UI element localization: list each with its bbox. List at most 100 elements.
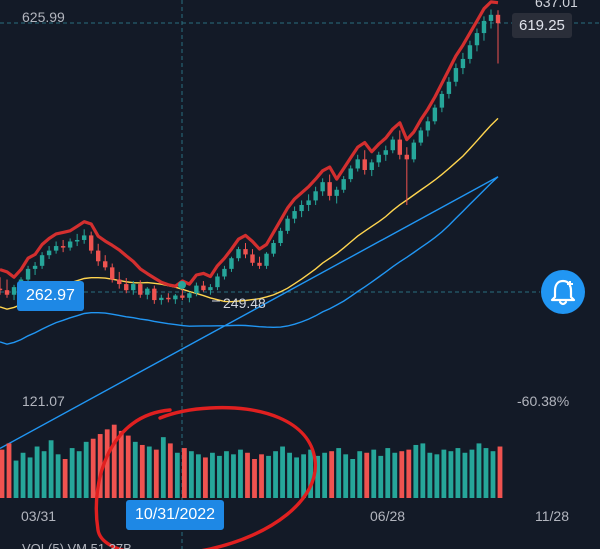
candle-body: [124, 284, 129, 291]
volume-bar: [371, 449, 377, 498]
volume-bar: [294, 457, 299, 498]
candle-body: [439, 93, 445, 108]
candle-body: [460, 58, 466, 69]
volume-bar: [420, 443, 426, 498]
candle-body: [467, 45, 473, 59]
volume-bar: [48, 440, 54, 498]
last-price-badge: 619.25: [512, 13, 572, 38]
volume-bar: [406, 449, 412, 498]
volume-bar: [413, 444, 419, 498]
candle-body: [243, 249, 248, 255]
volume-bar: [188, 451, 194, 498]
volume-bar: [385, 448, 391, 498]
candle-body: [250, 254, 255, 263]
volume-bar: [315, 455, 321, 498]
candle-body: [446, 81, 452, 94]
candle-body: [432, 107, 438, 122]
volume-bar: [441, 449, 447, 498]
candle-body: [39, 255, 45, 266]
candle-body: [488, 14, 494, 21]
candle-body: [166, 297, 171, 300]
volume-bar: [153, 449, 159, 498]
price-label-top-left: 625.99: [22, 9, 65, 25]
candle-body: [215, 276, 220, 288]
candle-body: [46, 250, 52, 256]
volume-bar: [132, 441, 138, 498]
volume-bar: [448, 451, 454, 498]
volume-bar: [490, 451, 496, 498]
volume-bar: [280, 446, 285, 498]
candle-body: [320, 182, 325, 192]
volume-bar: [392, 452, 398, 498]
candle-body: [53, 246, 59, 251]
volume-bar: [125, 435, 131, 498]
candle-body: [299, 204, 304, 212]
candle-body: [278, 230, 283, 244]
volume-bar: [210, 452, 215, 498]
price-label-bottom-left: 121.07: [22, 393, 65, 409]
candle-body: [194, 285, 199, 294]
volume-bar: [20, 452, 26, 498]
candle-body: [173, 295, 178, 300]
volume-bar: [6, 443, 12, 498]
candle-body: [348, 168, 353, 180]
volume-bar: [160, 437, 166, 498]
candle-body: [11, 287, 17, 295]
candle-body: [292, 211, 297, 219]
volume-bar: [217, 455, 222, 498]
volume-legend: VOL(5) VM 51.37B: [22, 541, 132, 549]
candle-body: [60, 246, 66, 248]
candle-body: [495, 14, 501, 24]
candle-body: [327, 182, 332, 196]
low-marker-dot: [178, 281, 186, 289]
volume-bar: [273, 451, 278, 498]
volume-bar: [476, 443, 482, 498]
volume-bar: [350, 459, 356, 498]
candle-body: [453, 68, 459, 82]
candle-body: [474, 33, 480, 46]
candle-body: [81, 235, 87, 240]
volume-bar: [83, 441, 89, 498]
candle-body: [32, 265, 38, 269]
candle-body: [180, 295, 185, 298]
volume-bar: [167, 443, 173, 498]
candle-body: [236, 249, 241, 259]
candle-body: [88, 235, 94, 251]
volume-bar: [497, 446, 503, 498]
volume-bar: [181, 448, 187, 498]
alert-bell-button[interactable]: [541, 270, 585, 314]
candle-body: [376, 154, 381, 163]
candle-body: [152, 288, 157, 301]
candle-body: [334, 189, 339, 196]
volume-bar: [231, 454, 236, 498]
candle-body: [145, 288, 150, 295]
volume-bar: [462, 452, 468, 498]
candle-body: [138, 284, 143, 295]
volume-bar: [469, 449, 475, 498]
volume-bar: [322, 452, 328, 498]
volume-bar: [455, 448, 461, 498]
volume-bar: [55, 454, 61, 498]
candle-body: [264, 253, 269, 266]
price-label-top-right: 637.01: [535, 0, 578, 10]
candle-body: [390, 139, 395, 151]
crosshair-price-badge: 262.97: [17, 281, 84, 311]
volume-bar: [483, 448, 489, 498]
volume-bar: [34, 446, 40, 498]
volume-bar: [76, 451, 82, 498]
volume-bar: [364, 452, 370, 498]
bell-icon: [550, 279, 576, 306]
volume-bar: [378, 455, 384, 498]
volume-bar: [238, 449, 243, 498]
candle-body: [306, 200, 311, 205]
candle-body: [0, 288, 3, 291]
candle-body: [208, 287, 213, 291]
candle-body: [74, 239, 80, 242]
low-price-marker: 249.48: [223, 295, 266, 311]
volume-bar: [0, 449, 5, 498]
candle-body: [67, 241, 73, 248]
candle-body: [271, 243, 276, 254]
candle-body: [229, 258, 234, 269]
candle-body: [341, 179, 346, 190]
